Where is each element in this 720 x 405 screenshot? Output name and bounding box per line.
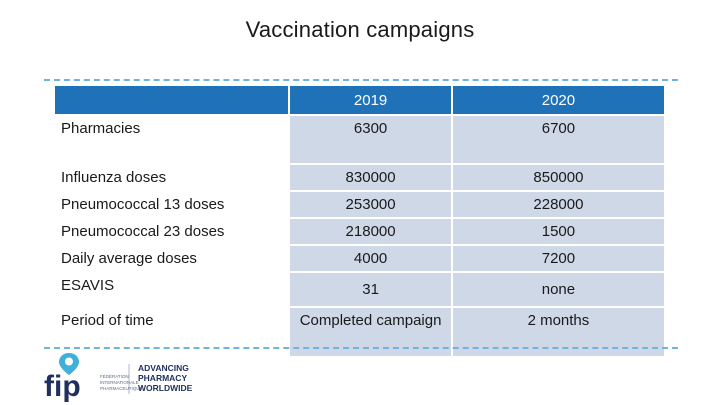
header-label-cell [55,86,289,116]
top-dashed-divider [44,79,678,81]
table-row: ESAVIS 31 none [55,273,664,308]
cell-2019: Completed campaign [288,308,451,358]
logo-small-text-1: FÉDÉRATION [100,373,129,379]
logo-small-text-3: PHARMACEUTIQUE [100,386,143,391]
fip-pin-icon [59,353,79,375]
header-2019: 2019 [288,86,451,116]
cell-2020: 1500 [450,219,664,246]
row-label: Pneumococcal 23 doses [55,219,289,246]
vaccination-table: 2019 2020 Pharmacies 6300 6700 Influenza… [55,86,664,358]
slide-title: Vaccination campaigns [245,17,475,42]
cell-2020: 228000 [450,192,664,219]
cell-2019: 6300 [288,116,451,165]
row-label: Influenza doses [55,165,289,192]
table-row: Pneumococcal 23 doses 218000 1500 [55,219,664,246]
fip-logo: fip FÉDÉRATION INTERNATIONALE PHARMACEUT… [44,353,193,402]
logo-tagline-3: WORLDWIDE [138,383,193,393]
cell-2019: 4000 [288,246,451,273]
cell-2019: 218000 [288,219,451,246]
cell-2019: 830000 [288,165,451,192]
bottom-dashed-divider [44,347,678,349]
row-label: Daily average doses [55,246,289,273]
logo-small-text-2: INTERNATIONALE [100,380,139,385]
cell-2019: 31 [288,273,451,308]
header-2020: 2020 [450,86,664,116]
table-row: Period of time Completed campaign 2 mont… [55,308,664,358]
cell-2020: 6700 [450,116,664,165]
row-label: Pneumococcal 13 doses [55,192,289,219]
table-row: Pneumococcal 13 doses 253000 228000 [55,192,664,219]
table-row: Daily average doses 4000 7200 [55,246,664,273]
row-label: ESAVIS [55,273,289,308]
table-header-row: 2019 2020 [55,86,664,116]
logo-mark: fip [44,370,81,402]
table-row: Influenza doses 830000 850000 [55,165,664,192]
cell-2020: 850000 [450,165,664,192]
cell-2019: 253000 [288,192,451,219]
cell-2020: none [450,273,664,308]
cell-2020: 7200 [450,246,664,273]
row-label: Period of time [55,308,289,358]
logo-tagline-2: PHARMACY [138,373,187,383]
cell-2020: 2 months [450,308,664,358]
logo-tagline-1: ADVANCING [138,363,189,373]
table-row: Pharmacies 6300 6700 [55,116,664,165]
row-label: Pharmacies [55,116,289,165]
